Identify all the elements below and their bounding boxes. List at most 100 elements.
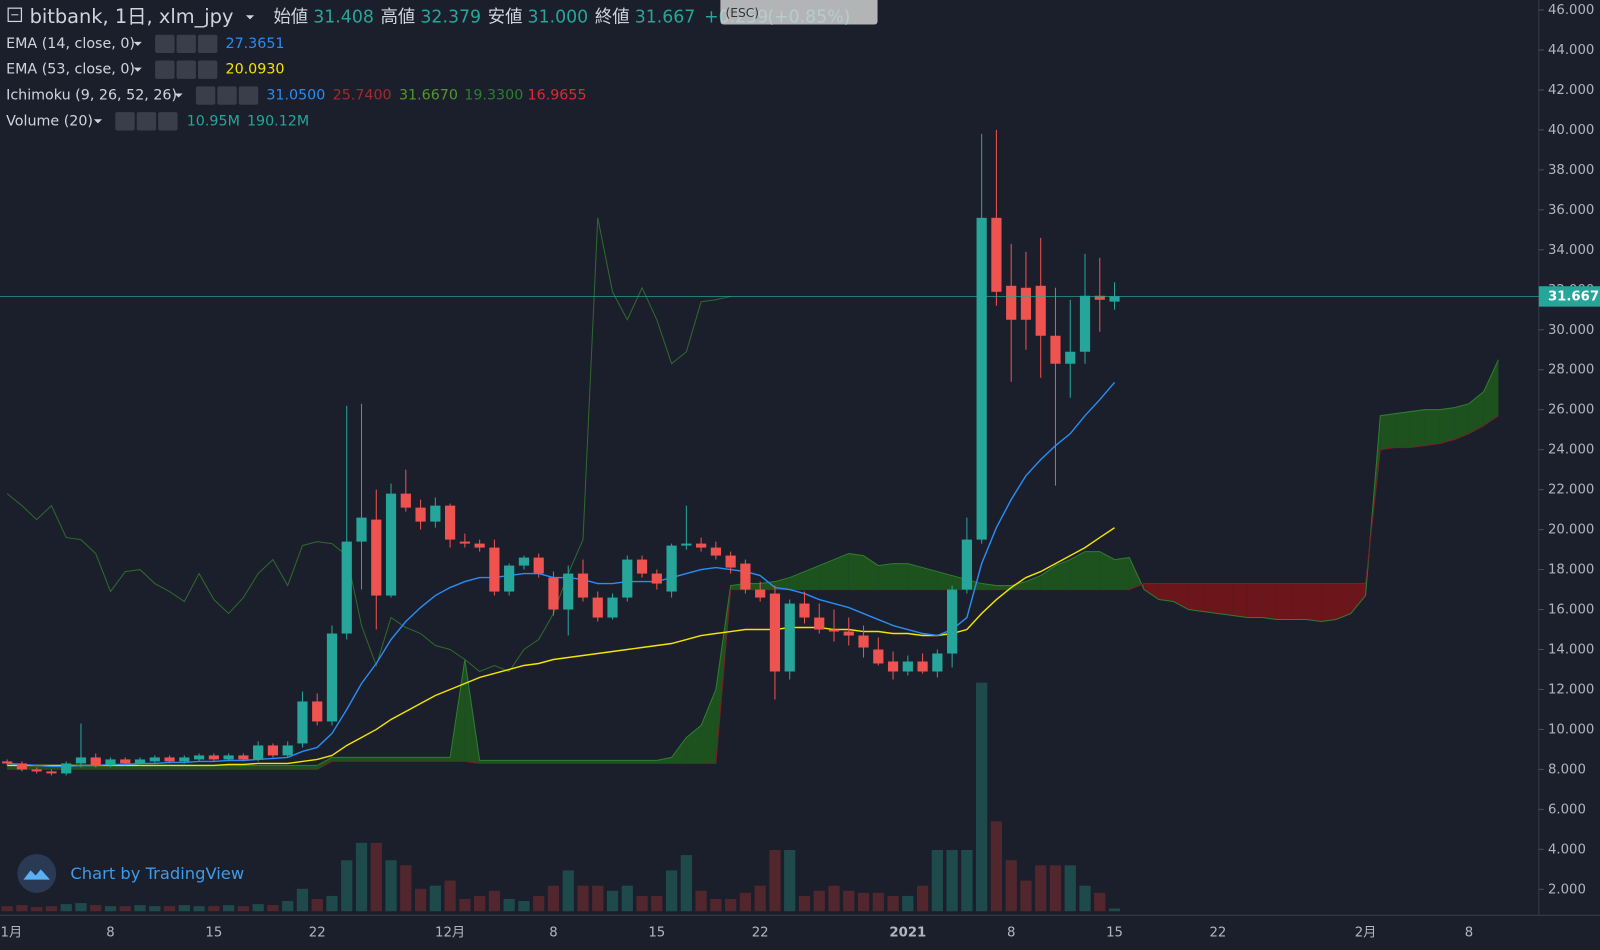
x-tick-label: 15 xyxy=(205,926,222,941)
settings-icon[interactable] xyxy=(176,60,196,79)
volume-bar xyxy=(990,821,1003,912)
candle-body xyxy=(518,557,530,566)
volume-bar xyxy=(710,898,722,912)
volume-bar xyxy=(887,895,899,912)
cloud-bear xyxy=(1247,583,1263,618)
indicator-name: Ichimoku (9, 26, 52, 26) xyxy=(6,88,177,104)
dropdown-caret[interactable] xyxy=(133,41,142,46)
cloud-bull xyxy=(317,757,332,770)
candle-body xyxy=(947,589,958,654)
candle-body xyxy=(577,573,589,598)
y-tick-label: 40.000 xyxy=(1548,123,1594,138)
cloud-bull xyxy=(1011,581,1026,590)
indicator-value: 27.3651 xyxy=(226,36,285,52)
volume-bar xyxy=(843,890,855,912)
candle-body xyxy=(873,649,884,664)
ohlc-value: 31.408 xyxy=(313,7,374,27)
candle-body xyxy=(267,745,279,756)
indicator-name: EMA (14, close, 0) xyxy=(6,36,135,52)
dropdown-caret[interactable] xyxy=(245,15,255,20)
remove-icon[interactable] xyxy=(197,60,218,79)
candle-body xyxy=(105,759,116,766)
candle-body xyxy=(533,557,544,574)
volume-bar xyxy=(1,906,13,912)
remove-icon[interactable] xyxy=(238,86,259,105)
dropdown-caret[interactable] xyxy=(93,119,103,124)
volume-bar xyxy=(916,885,929,912)
candle-body xyxy=(504,565,515,592)
candle-body xyxy=(297,701,308,744)
tradingview-logo-mark xyxy=(23,869,50,880)
collapse-icon[interactable] xyxy=(7,7,23,23)
volume-bar xyxy=(75,903,87,912)
candle-body xyxy=(843,631,854,636)
candle-body xyxy=(1094,295,1105,300)
indicator-name: EMA (53, close, 0) xyxy=(6,62,135,78)
volume-bar xyxy=(163,906,176,912)
symbol-title[interactable]: bitbank, 1日, xlm_jpy xyxy=(30,5,234,28)
cloud-bull xyxy=(405,757,421,762)
x-tick-label: 22 xyxy=(309,926,326,941)
dropdown-caret[interactable] xyxy=(133,67,142,72)
volume-bar xyxy=(134,905,146,912)
settings-icon[interactable] xyxy=(176,34,196,54)
cloud-bear xyxy=(1217,583,1233,616)
volume-bar xyxy=(739,892,752,912)
volume-bar xyxy=(902,895,914,912)
cloud-bull xyxy=(258,765,273,770)
candle-body xyxy=(193,755,205,760)
remove-icon[interactable] xyxy=(158,112,178,131)
settings-icon[interactable] xyxy=(217,86,237,105)
ohlc-value: 32.379 xyxy=(420,7,481,27)
cloud-bull xyxy=(199,765,214,770)
branding[interactable]: Chart by TradingView xyxy=(70,864,244,883)
volume-bar xyxy=(857,892,870,912)
volume-bar xyxy=(429,885,441,912)
x-tick-label: 15 xyxy=(648,926,665,941)
cloud-bear xyxy=(1158,583,1174,602)
volume-bar xyxy=(178,905,190,912)
volume-bar xyxy=(606,890,619,912)
settings-icon[interactable] xyxy=(136,112,157,131)
x-tick-label: 22 xyxy=(1209,926,1226,941)
visibility-icon[interactable] xyxy=(115,112,135,131)
volume-bar xyxy=(562,870,574,912)
overlay-text: bitbank, 1日, xlm_jpy Chart by TradingVie… xyxy=(6,0,878,893)
remove-icon[interactable] xyxy=(197,34,218,54)
visibility-icon[interactable] xyxy=(155,60,175,79)
candle-body xyxy=(46,771,57,774)
tradingview-logo[interactable] xyxy=(17,854,57,893)
candle-body xyxy=(814,617,825,630)
volume-bar xyxy=(946,850,958,912)
cloud-bull xyxy=(597,760,613,764)
ohlc-value: 31.000 xyxy=(528,7,589,27)
cloud-bull xyxy=(701,689,716,764)
candle-body xyxy=(31,769,42,772)
cloud-bull xyxy=(1454,403,1469,440)
cloud-bull xyxy=(538,760,554,764)
ohlc-label: 安値 xyxy=(488,7,523,27)
cloud-bull xyxy=(642,760,657,764)
x-tick-label: 22 xyxy=(752,926,769,941)
volume-bar xyxy=(1005,860,1017,912)
y-tick-label: 26.000 xyxy=(1548,403,1594,418)
volume-bar xyxy=(976,682,988,912)
visibility-icon[interactable] xyxy=(195,86,216,105)
candle-body xyxy=(312,701,323,722)
dropdown-caret[interactable] xyxy=(174,93,183,98)
candle-body xyxy=(681,543,692,546)
candle-body xyxy=(769,593,781,672)
cloud-bull xyxy=(1085,551,1100,590)
volume-bar xyxy=(474,895,486,912)
volume-bar xyxy=(592,885,604,912)
volume-bar xyxy=(31,907,43,912)
visibility-icon[interactable] xyxy=(155,34,175,54)
tooltip-text: (ESC) xyxy=(726,6,760,20)
candle-body xyxy=(385,493,397,596)
cloud-bull xyxy=(420,757,436,762)
ohlc-label: 終値 xyxy=(595,7,630,27)
cloud-bull xyxy=(1070,551,1086,590)
indicator-lines xyxy=(6,217,1116,768)
cloud-bull xyxy=(863,555,879,590)
candle-body xyxy=(253,745,264,760)
